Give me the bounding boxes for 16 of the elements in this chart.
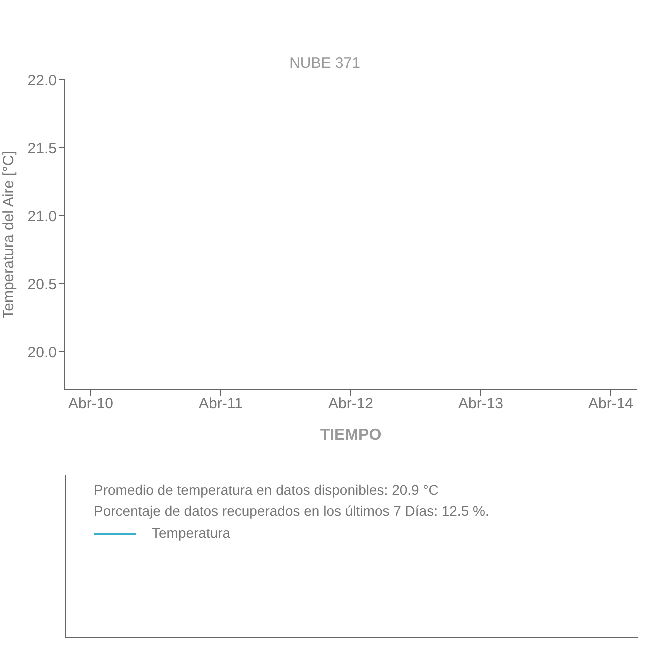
text: Porcentaje de datos recuperados en los últimos 7 Días: 12.5 %. [94, 502, 490, 521]
x-tick-label: Abr-10 [68, 396, 114, 413]
y-tick-label: 20.5 [28, 276, 57, 294]
x-axis-title: TIEMPO [320, 427, 382, 444]
x-tick-label: Abr-13 [458, 396, 504, 413]
text: Promedio de temperatura en datos disponibles: 20.9 °C [94, 481, 440, 500]
legend-label: Temperatura [152, 524, 231, 543]
y-tick-label: 21.5 [28, 140, 57, 158]
y-tick-label: 22.0 [28, 72, 57, 90]
chart-title: NUBE 371 [288, 55, 362, 72]
x-tick-label: Abr-11 [199, 396, 243, 413]
y-tick-label: 20.0 [28, 344, 57, 362]
y-axis-title: Temperatura del Aire [°C] [0, 151, 18, 319]
y-tick-label: 21.0 [28, 208, 57, 226]
x-tick-label: Abr-14 [588, 396, 634, 413]
x-tick-label: Abr-12 [328, 396, 374, 413]
